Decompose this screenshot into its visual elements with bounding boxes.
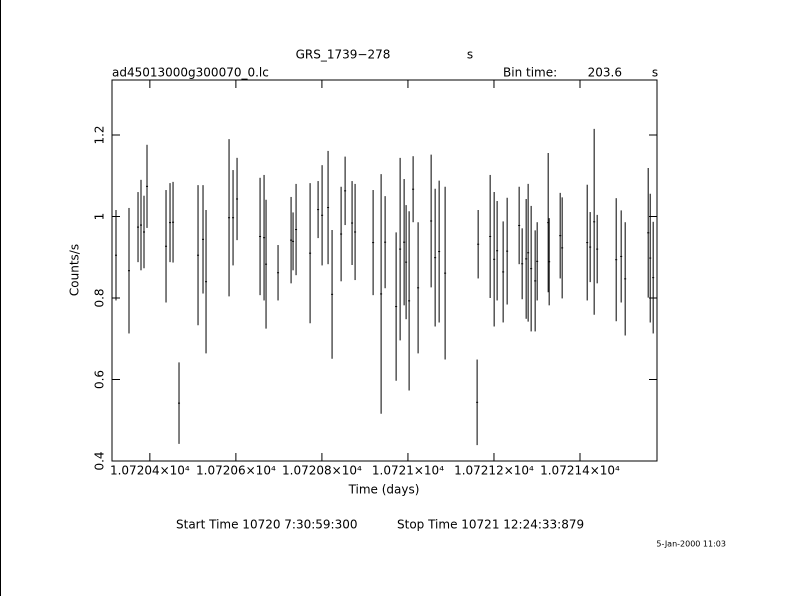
bin-time-unit: s: [652, 66, 658, 80]
data-point: [403, 241, 406, 243]
y-tick-label: 0.8: [93, 288, 107, 307]
data-point: [649, 257, 652, 259]
data-point: [202, 238, 205, 240]
data-point: [434, 257, 437, 259]
data-point: [647, 232, 650, 234]
data-point: [527, 252, 530, 254]
data-point: [548, 261, 551, 263]
y-tick-label: 0.4: [93, 451, 107, 470]
data-point: [559, 235, 562, 237]
x-axis-label: Time (days): [348, 483, 420, 497]
start-time: Start Time 10720 7:30:59:300: [176, 518, 358, 532]
data-point: [232, 217, 235, 219]
data-point: [344, 190, 347, 192]
data-point: [496, 250, 499, 252]
data-point: [502, 271, 505, 273]
data-point: [146, 185, 149, 187]
data-point: [165, 245, 168, 247]
x-tick-label: 1.0721×10⁴: [372, 464, 444, 478]
bin-time-label: Bin time:: [503, 66, 557, 80]
data-point: [265, 263, 268, 265]
bin-time: 203.6: [588, 66, 622, 80]
x-tick-label: 1.07204×10⁴: [110, 464, 190, 478]
data-point: [340, 233, 343, 235]
y-tick-label: 1: [93, 213, 107, 221]
data-point: [259, 235, 262, 237]
data-point: [525, 258, 528, 260]
data-point: [561, 247, 564, 249]
x-tick-label: 1.07212×10⁴: [454, 464, 534, 478]
data-point: [521, 263, 524, 265]
data-point: [263, 237, 266, 239]
data-point: [476, 401, 479, 403]
x-tick-label: 1.07206×10⁴: [196, 464, 276, 478]
y-tick-label: 1.2: [93, 125, 107, 144]
data-point: [351, 222, 354, 224]
file-name: ad45013000g300070_0.lc: [112, 66, 269, 80]
data-point: [384, 241, 387, 243]
data-point: [438, 251, 441, 253]
data-point: [172, 221, 175, 223]
data-point: [477, 243, 480, 245]
data-point: [593, 221, 596, 223]
data-point: [534, 280, 537, 282]
data-point: [589, 246, 592, 248]
data-point: [395, 306, 398, 308]
data-point: [236, 198, 239, 200]
data-point: [586, 242, 589, 244]
data-point: [547, 222, 550, 224]
y-axis-label: Counts/s: [68, 244, 82, 296]
y-tick-label: 0.6: [93, 370, 107, 389]
x-tick-label: 1.07214×10⁴: [540, 464, 620, 478]
data-point: [139, 224, 142, 226]
data-point: [317, 209, 320, 211]
data-point: [309, 252, 312, 254]
plot-frame: [111, 79, 658, 462]
data-point: [321, 214, 324, 216]
title-unit: s: [467, 48, 473, 62]
date-stamp: 5-Jan-2000 11:03: [656, 540, 726, 549]
data-point: [205, 281, 208, 283]
data-point: [615, 259, 618, 261]
data-point: [430, 220, 433, 222]
data-point: [417, 287, 420, 289]
data-point: [444, 272, 447, 274]
data-point: [596, 248, 599, 250]
data-point: [506, 250, 509, 252]
data-point: [327, 207, 330, 209]
data-point: [372, 242, 375, 244]
data-point: [228, 217, 231, 219]
data-point: [277, 272, 280, 274]
stop-time: Stop Time 10721 12:24:33:879: [397, 518, 584, 532]
data-point: [493, 258, 496, 260]
data-point: [408, 300, 411, 302]
data-point: [354, 231, 357, 233]
data-point: [143, 231, 146, 233]
data-point: [331, 293, 334, 295]
data-point: [624, 278, 627, 280]
data-point: [652, 277, 655, 279]
data-point: [412, 188, 415, 190]
data-point: [137, 226, 140, 228]
data-point: [290, 239, 293, 241]
data-point: [127, 270, 130, 272]
data-point: [536, 260, 539, 262]
x-tick-label: 1.07208×10⁴: [282, 464, 362, 478]
data-point: [295, 229, 298, 231]
data-point: [405, 261, 408, 263]
data-point: [530, 268, 533, 270]
data-point: [518, 224, 521, 226]
chart-title: GRS_1739−278: [296, 48, 391, 62]
data-point: [292, 240, 295, 242]
data-point: [115, 254, 118, 256]
data-point: [169, 222, 172, 224]
data-point: [399, 248, 402, 250]
data-point: [620, 255, 623, 257]
data-point: [178, 402, 181, 404]
data-point: [380, 293, 383, 295]
data-point: [489, 235, 492, 237]
data-point: [197, 254, 200, 256]
